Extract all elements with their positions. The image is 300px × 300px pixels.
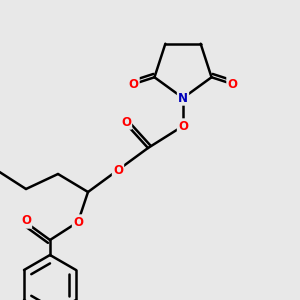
Text: O: O xyxy=(227,78,238,91)
Text: N: N xyxy=(178,92,188,104)
Text: O: O xyxy=(113,164,123,176)
Text: O: O xyxy=(73,215,83,229)
Text: O: O xyxy=(178,119,188,133)
Text: O: O xyxy=(21,214,31,227)
Text: O: O xyxy=(128,78,139,91)
Text: O: O xyxy=(121,116,131,128)
